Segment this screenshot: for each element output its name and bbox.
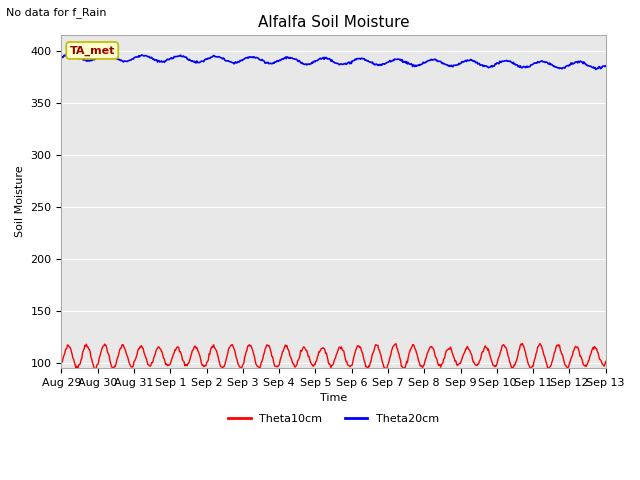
Theta20cm (179, 53, 187, 59)
Theta10cm (401, 366, 408, 372)
Theta10cm (58, 360, 65, 365)
Theta10cm (602, 359, 609, 364)
Theta20cm (592, 67, 600, 72)
Theta20cm (417, 62, 424, 68)
Theta10cm (208, 344, 216, 349)
Legend: Theta10cm, Theta20cm: Theta10cm, Theta20cm (224, 410, 444, 429)
Line: Theta20cm: Theta20cm (61, 54, 605, 70)
Y-axis label: Soil Moisture: Soil Moisture (15, 166, 25, 238)
Theta20cm (68, 51, 76, 57)
Theta10cm (124, 355, 132, 361)
Title: Alfalfa Soil Moisture: Alfalfa Soil Moisture (258, 15, 410, 30)
Theta10cm (67, 348, 75, 354)
Theta20cm (401, 59, 408, 65)
Theta20cm (67, 52, 75, 58)
Line: Theta10cm: Theta10cm (61, 344, 605, 370)
Theta20cm (58, 55, 65, 61)
Theta20cm (208, 54, 216, 60)
Theta10cm (179, 358, 187, 364)
Text: No data for f_Rain: No data for f_Rain (6, 7, 107, 18)
Theta20cm (124, 58, 132, 64)
Text: TA_met: TA_met (70, 45, 115, 56)
Theta10cm (518, 341, 526, 347)
X-axis label: Time: Time (320, 393, 348, 403)
Theta10cm (92, 367, 99, 373)
Theta10cm (417, 363, 424, 369)
Theta20cm (602, 63, 609, 69)
